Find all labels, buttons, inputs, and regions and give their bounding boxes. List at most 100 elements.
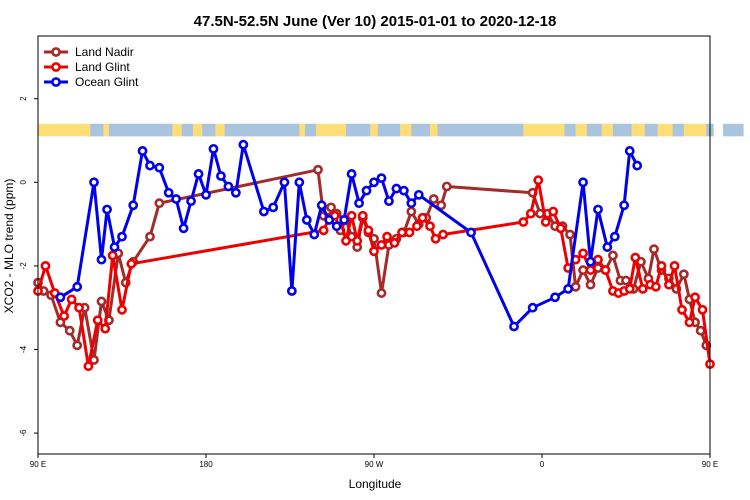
- data-point: [369, 246, 379, 257]
- data-point: [550, 292, 560, 303]
- y-tick-label: -4: [19, 345, 28, 353]
- data-point: [316, 200, 327, 211]
- data-point: [72, 281, 83, 292]
- y-tick-label: 2: [19, 96, 28, 101]
- data-point: [137, 146, 148, 156]
- x-tick-label: 90 E: [30, 460, 46, 469]
- data-point: [376, 173, 387, 184]
- data-point: [585, 279, 596, 290]
- data-point: [548, 206, 559, 217]
- data-point: [585, 256, 596, 267]
- data-point: [238, 139, 249, 150]
- series-group: [33, 139, 715, 372]
- data-point: [677, 304, 687, 315]
- data-point: [656, 260, 667, 271]
- data-point: [171, 194, 182, 204]
- data-point: [438, 229, 448, 240]
- ocean-band-segment: [437, 123, 524, 137]
- ocean-band-segment: [672, 123, 684, 137]
- data-point: [624, 146, 635, 156]
- data-point: [186, 196, 196, 207]
- y-tick-label: 0: [19, 180, 28, 185]
- data-point: [600, 265, 611, 275]
- data-point: [398, 185, 409, 196]
- data-point: [417, 212, 428, 223]
- data-point: [117, 304, 127, 315]
- data-point: [100, 323, 111, 334]
- data-point: [145, 160, 155, 171]
- data-point: [585, 265, 596, 275]
- ocean-band-segment: [586, 123, 602, 137]
- ocean-band-segment: [723, 123, 744, 137]
- legend-swatch-marker: [51, 47, 61, 57]
- ocean-band-segment: [612, 123, 632, 137]
- x-tick-label: 90 W: [365, 460, 384, 469]
- data-point: [565, 229, 575, 240]
- data-point: [301, 215, 312, 225]
- data-point: [294, 177, 305, 188]
- data-point: [441, 181, 452, 192]
- data-point: [608, 250, 618, 261]
- data-point: [406, 198, 417, 209]
- data-point: [563, 283, 574, 294]
- data-point: [669, 260, 680, 271]
- data-point: [525, 208, 536, 219]
- data-point: [341, 235, 351, 246]
- data-point: [637, 283, 648, 294]
- data-point: [117, 231, 127, 242]
- x-tick-label: 0: [540, 460, 545, 469]
- data-point: [339, 215, 350, 225]
- data-point: [649, 244, 659, 255]
- y-axis-label: XCO2 - MLO trend (ppm): [2, 179, 16, 314]
- data-point: [570, 281, 581, 292]
- data-point: [83, 361, 94, 372]
- data-point: [578, 265, 588, 275]
- x-tick-label: 180: [199, 460, 213, 469]
- data-point: [268, 202, 279, 213]
- data-point: [102, 204, 112, 215]
- data-point: [193, 169, 204, 179]
- data-point: [352, 235, 363, 246]
- data-point: [376, 288, 387, 298]
- data-point: [154, 162, 165, 173]
- data-point: [602, 242, 613, 252]
- data-point: [404, 227, 415, 238]
- legend-label: Land Nadir: [75, 45, 134, 59]
- data-point: [361, 185, 372, 196]
- data-point: [92, 315, 103, 326]
- data-point: [357, 210, 368, 221]
- data-point: [208, 143, 219, 154]
- land-ocean-band: [38, 123, 744, 137]
- data-point: [279, 177, 290, 188]
- data-point: [430, 233, 441, 244]
- data-point: [369, 177, 379, 188]
- data-point: [650, 281, 661, 292]
- ocean-band-segment: [90, 123, 104, 137]
- x-axis-label: Longitude: [349, 477, 402, 491]
- data-point: [678, 269, 689, 280]
- data-point: [376, 240, 387, 250]
- ocean-band-segment: [644, 123, 658, 137]
- data-point: [96, 296, 107, 307]
- data-point: [619, 200, 630, 211]
- data-point: [697, 304, 708, 315]
- data-point: [178, 223, 189, 234]
- data-point: [163, 187, 174, 198]
- data-point: [555, 223, 566, 234]
- ocean-band-segment: [304, 123, 317, 137]
- data-point: [145, 231, 155, 242]
- data-point: [331, 221, 342, 232]
- data-point: [55, 292, 66, 303]
- data-point: [286, 286, 297, 296]
- data-point: [354, 198, 364, 209]
- data-point: [690, 292, 700, 303]
- data-point: [533, 175, 544, 186]
- data-point: [527, 302, 538, 313]
- legend-label: Ocean Glint: [75, 75, 139, 89]
- ocean-band-segment: [108, 123, 173, 137]
- data-point: [632, 160, 643, 171]
- data-point: [59, 311, 70, 321]
- data-point: [593, 204, 603, 215]
- ocean-band-segment: [564, 123, 576, 137]
